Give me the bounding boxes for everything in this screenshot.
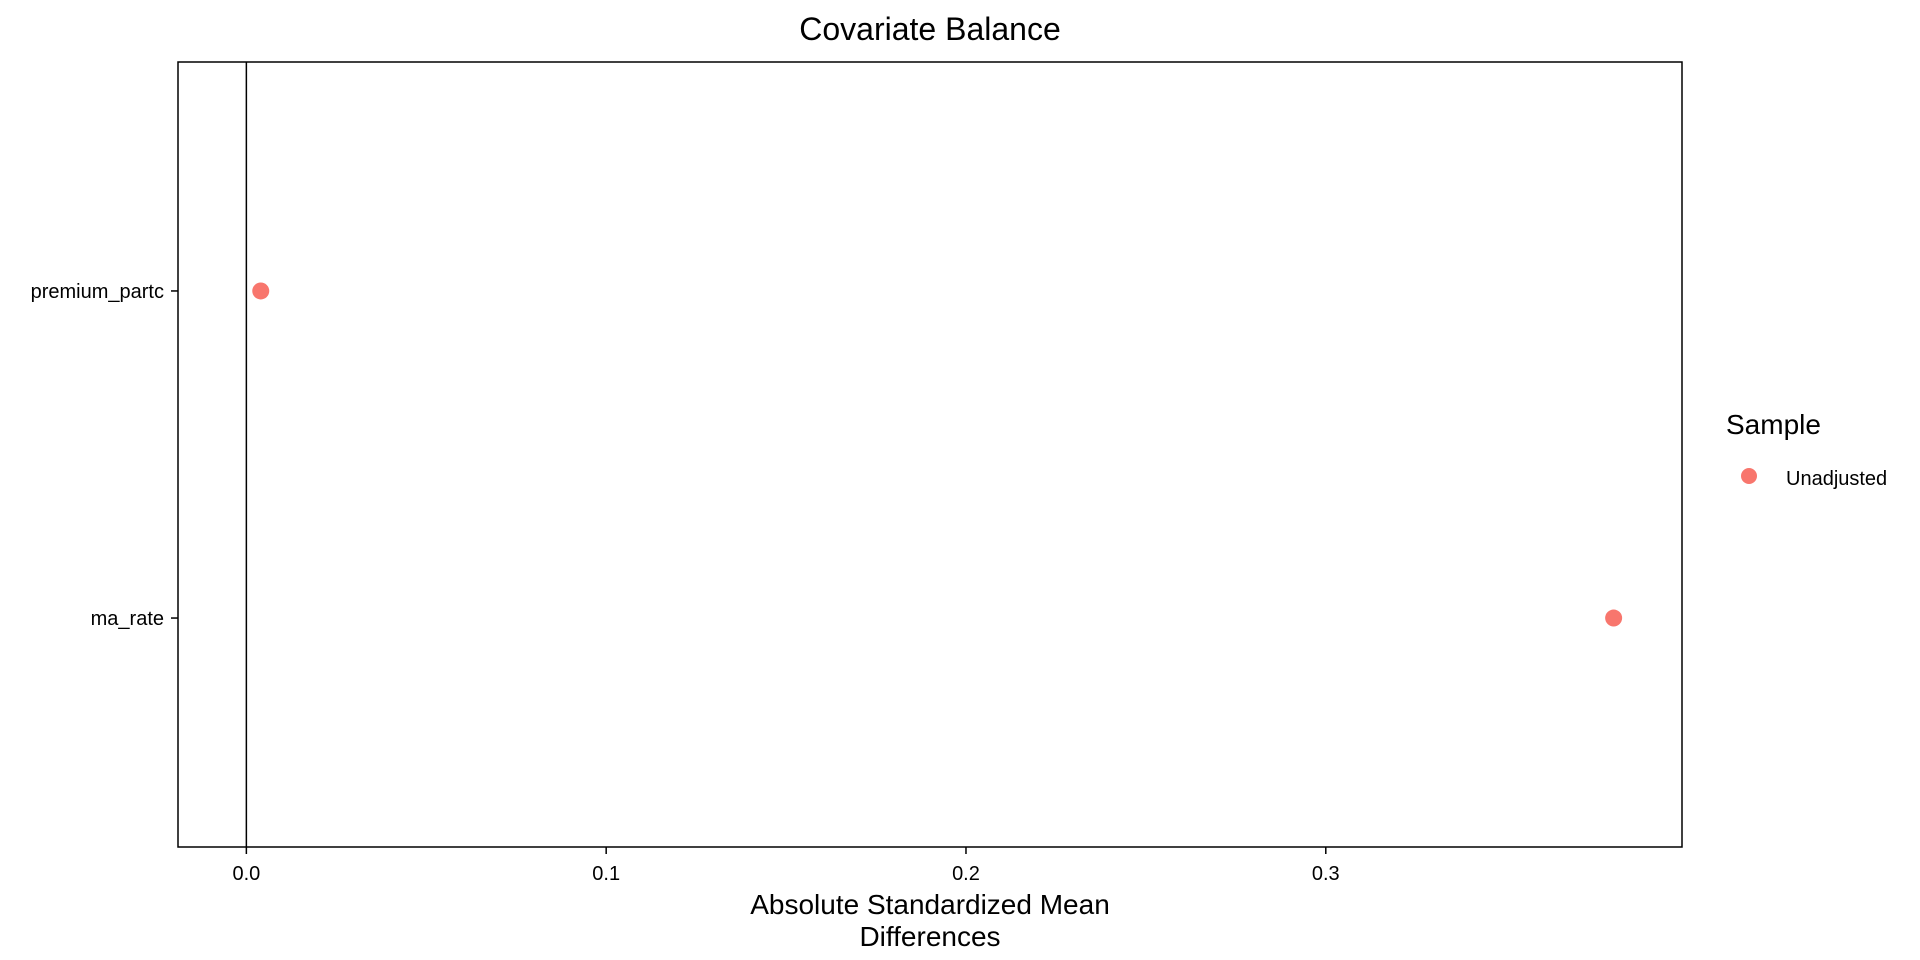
data-points: [252, 282, 1623, 627]
legend-key-unadjusted: [1741, 468, 1757, 484]
chart-title: Covariate Balance: [799, 11, 1060, 47]
data-point-premium-partc: [252, 282, 270, 300]
x-tick-label: 0.2: [952, 863, 980, 885]
y-tick-label: premium_partc: [31, 281, 164, 303]
x-tick-label: 0.3: [1312, 863, 1340, 885]
legend-title: Sample: [1726, 409, 1821, 440]
x-tick-label: 0.1: [592, 863, 620, 885]
x-axis-title-line-1: Absolute Standardized Mean: [750, 889, 1110, 920]
legend: Sample Unadjusted: [1726, 409, 1887, 490]
plot-panel: [177, 61, 1683, 848]
data-point-ma-rate: [1605, 609, 1623, 627]
x-axis-title-line-2: Differences: [859, 921, 1000, 952]
legend-label-unadjusted: Unadjusted: [1786, 468, 1887, 490]
y-tick-label: ma_rate: [91, 608, 164, 630]
x-tick-label: 0.0: [232, 863, 260, 885]
x-axis: 0.0 0.1 0.2 0.3: [232, 847, 1340, 885]
y-axis: premium_partc ma_rate: [31, 281, 178, 630]
